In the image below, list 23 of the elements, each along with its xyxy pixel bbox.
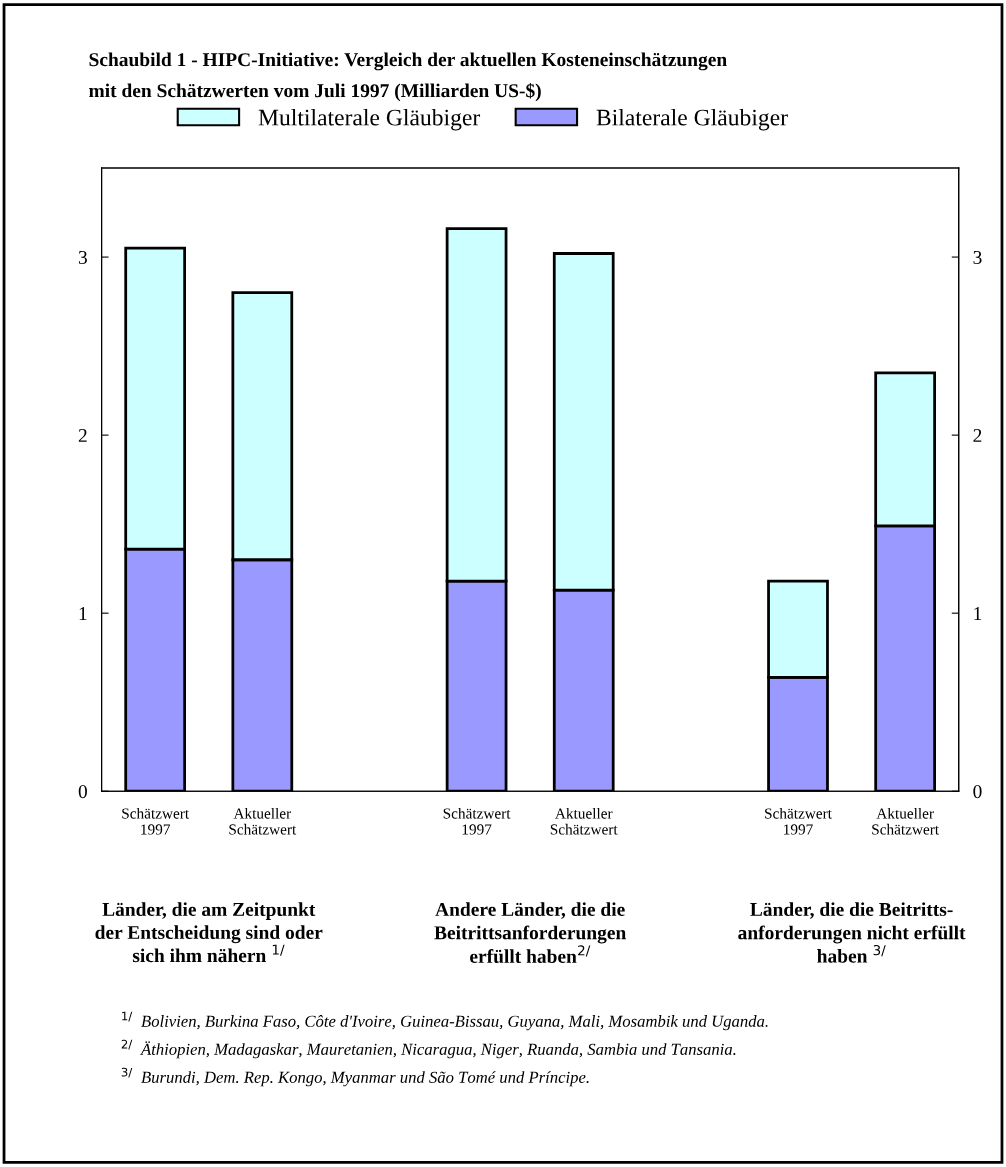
y2-tick-label: 3 xyxy=(973,250,982,265)
y-tick-label: 3 xyxy=(78,250,87,265)
x-tick-label: Aktueller Schätzwert xyxy=(229,807,297,835)
y-tick-label: 0 xyxy=(78,785,87,799)
text: $^{1/}$ Bolivien, Burkina Faso, Côte d'Ivoire, Guinea-Bissau, Guyana, Mali, Mosambik und Uganda. xyxy=(122,1011,768,1031)
legend-label: Multilaterale Gläubiger xyxy=(258,108,481,131)
text: Andere Länder, die die Beitrittsanforderungen erfüllt haben$^{2/}$ xyxy=(434,902,626,964)
x-tick-label: Schätzwert 1997 xyxy=(443,807,511,835)
x-tick-label: Aktueller Schätzwert xyxy=(550,807,618,835)
text: $^{3/}$ Burundi, Dem. Rep. Kongo, Myanmar und São Tomé und Príncipe. xyxy=(121,1067,589,1087)
x-tick-label: Schätzwert 1997 xyxy=(765,807,832,835)
y2-tick-label: 2 xyxy=(973,428,982,442)
chart-title: Schaubild 1 - HIPC-Initiative: Vergleich der aktuellen Kosteneinschätzungen mit den Schätzwerten vom Juli 1997 (Milliarden US-$) xyxy=(89,52,727,102)
y2-tick-label: 0 xyxy=(973,785,982,799)
x-tick-label: Schätzwert 1997 xyxy=(122,807,190,835)
x-tick-label: Aktueller Schätzwert xyxy=(872,807,939,835)
y2-tick-label: 1 xyxy=(974,607,982,620)
y-tick-label: 1 xyxy=(79,607,87,620)
legend-label: Bilaterale Gläubiger xyxy=(596,108,788,131)
text: Länder, die die Beitritts- anforderungen nicht erfüllt haben $^{3/}$ xyxy=(738,902,966,963)
text: $^{2/}$ Äthiopien, Madagaskar, Mauretanien, Nicaragua, Niger, Ruanda, Sambia und Tansania. xyxy=(121,1039,736,1059)
y-tick-label: 2 xyxy=(78,428,87,442)
text: Länder, die am Zeitpunkt der Entscheidung sind oder sich ihm nähern $^{1/}$ xyxy=(95,902,323,963)
